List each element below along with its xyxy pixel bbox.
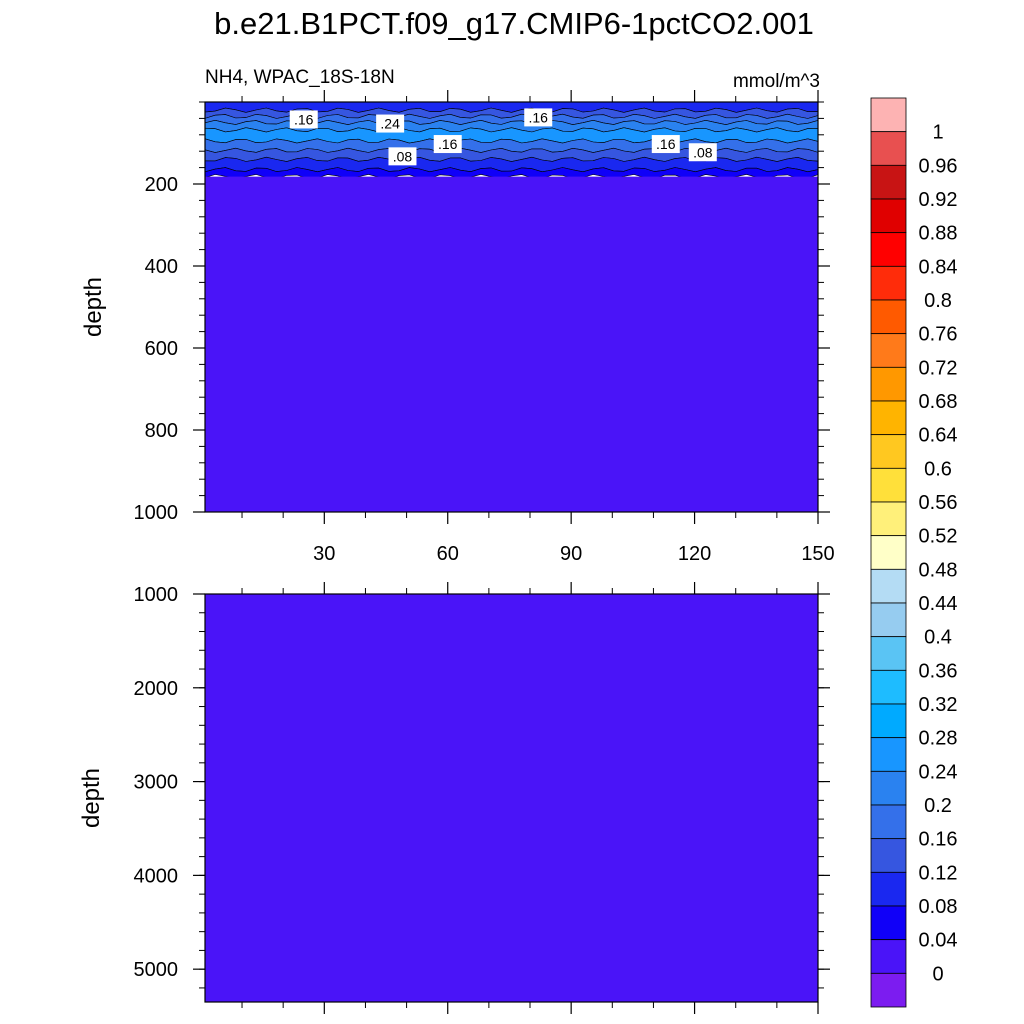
colorbar-label-22: 0.12 — [919, 862, 958, 884]
x-tick-label: 60 — [437, 543, 459, 565]
colorbar-label-7: 0.72 — [919, 357, 958, 379]
figure-title: b.e21.B1PCT.f09_g17.CMIP6-1pctCO2.001 — [214, 6, 814, 41]
colorbar-label-13: 0.48 — [919, 559, 958, 581]
colorbar-box-9 — [870, 400, 907, 436]
x-tick-label: 90 — [560, 543, 582, 565]
colorbar-label-12: 0.52 — [919, 526, 958, 548]
contour-label-2: .08 — [388, 147, 417, 166]
colorbar-box-19 — [870, 737, 907, 772]
plot-frame — [204, 593, 819, 1003]
units-label: mmol/m^3 — [733, 71, 820, 92]
colorbar: 1 0.96 0.92 0.88 0.84 0.8 0.76 0.72 0.68 0.64 0.6 0… — [870, 97, 958, 1008]
y-tick-label: 400 — [145, 256, 178, 278]
x-tick-label: 30 — [313, 543, 335, 565]
contour-label-0: .16 — [289, 110, 318, 129]
contour-label-text-4: .16 — [529, 109, 549, 125]
y-axis-label: depth — [78, 768, 105, 828]
colorbar-box-0 — [870, 97, 907, 133]
colorbar-label-21: 0.16 — [919, 829, 958, 851]
contour-field — [205, 102, 818, 512]
contour-label-1: .24 — [376, 114, 405, 133]
contour-label-3: .16 — [433, 135, 462, 154]
upper-panel: .16 .24 .08 .16 .16 .16 .08 200 400 600 800 1000 30 6… — [80, 90, 835, 565]
contour-band-8 — [205, 167, 818, 180]
contour-band-0 — [205, 594, 818, 1002]
contour-label-text-2: .08 — [393, 148, 413, 164]
y-axis-label: depth — [80, 277, 107, 337]
colorbar-label-3: 0.88 — [919, 223, 958, 245]
y-tick-label: 800 — [145, 420, 178, 442]
y-tick-label: 200 — [145, 174, 178, 196]
colorbar-box-15 — [870, 602, 907, 638]
contour-label-6: .08 — [688, 143, 717, 162]
contour-label-4: .16 — [524, 108, 553, 127]
y-tick-label: 4000 — [134, 865, 179, 887]
colorbar-label-15: 0.4 — [924, 627, 952, 649]
x-tick-label: 150 — [801, 543, 834, 565]
colorbar-label-16: 0.36 — [919, 660, 958, 682]
contour-label-text-3: .16 — [438, 136, 458, 152]
colorbar-box-8 — [870, 366, 907, 402]
colorbar-label-25: 0 — [932, 963, 943, 985]
colorbar-box-2 — [870, 164, 907, 200]
colorbar-label-18: 0.28 — [919, 728, 958, 750]
y-tick-label: 2000 — [134, 678, 179, 700]
colorbar-box-25 — [870, 939, 907, 974]
lower-panel: 1000 2000 3000 4000 5000 depth — [78, 582, 830, 1014]
colorbar-label-14: 0.44 — [919, 593, 958, 615]
colorbar-box-12 — [870, 501, 907, 537]
colorbar-label-17: 0.32 — [919, 694, 958, 716]
colorbar-label-20: 0.2 — [924, 795, 952, 817]
contour-band-9 — [205, 176, 818, 512]
colorbar-box-11 — [870, 467, 907, 503]
colorbar-label-10: 0.6 — [924, 458, 952, 480]
colorbar-label-1: 0.96 — [919, 155, 958, 177]
y-tick-label: 1000 — [134, 584, 179, 606]
colorbar-box-17 — [870, 669, 907, 705]
contour-field — [205, 594, 818, 1002]
y-tick-label: 600 — [145, 338, 178, 360]
colorbar-label-5: 0.8 — [924, 290, 952, 312]
colorbar-box-26 — [870, 972, 907, 1008]
colorbar-box-14 — [870, 568, 907, 604]
colorbar-label-6: 0.76 — [919, 324, 958, 346]
colorbar-box-13 — [870, 535, 907, 570]
colorbar-label-11: 0.56 — [919, 492, 958, 514]
colorbar-box-22 — [870, 838, 907, 873]
colorbar-label-23: 0.08 — [919, 896, 958, 918]
colorbar-box-24 — [870, 905, 907, 941]
plot-frame — [204, 101, 819, 513]
colorbar-label-8: 0.68 — [919, 391, 958, 413]
contour-label-text-6: .08 — [693, 144, 713, 160]
colorbar-box-16 — [870, 636, 907, 671]
colorbar-box-21 — [870, 804, 907, 840]
colorbar-label-4: 0.84 — [919, 256, 958, 278]
colorbar-box-1 — [870, 131, 907, 166]
colorbar-label-0: 1 — [932, 122, 943, 144]
panel-left-label: NH4, WPAC_18S-18N — [205, 67, 395, 88]
colorbar-label-2: 0.92 — [919, 189, 958, 211]
contour-label-text-0: .16 — [294, 111, 314, 127]
colorbar-box-10 — [870, 434, 907, 469]
colorbar-box-3 — [870, 198, 907, 234]
y-tick-label: 5000 — [134, 959, 179, 981]
contour-label-text-5: .16 — [656, 136, 676, 152]
y-tick-label: 1000 — [134, 502, 179, 524]
colorbar-label-9: 0.64 — [919, 425, 958, 447]
contour-label-text-1: .24 — [380, 116, 400, 132]
colorbar-box-20 — [870, 770, 907, 806]
colorbar-box-18 — [870, 703, 907, 739]
colorbar-label-19: 0.24 — [919, 761, 958, 783]
colorbar-box-7 — [870, 333, 907, 368]
contour-label-5: .16 — [651, 135, 680, 154]
x-tick-label: 120 — [678, 543, 711, 565]
colorbar-label-24: 0.04 — [919, 930, 958, 952]
colorbar-box-5 — [870, 265, 907, 301]
colorbar-box-23 — [870, 871, 907, 907]
y-tick-label: 3000 — [134, 772, 179, 794]
colorbar-box-6 — [870, 299, 907, 335]
colorbar-box-4 — [870, 232, 907, 267]
